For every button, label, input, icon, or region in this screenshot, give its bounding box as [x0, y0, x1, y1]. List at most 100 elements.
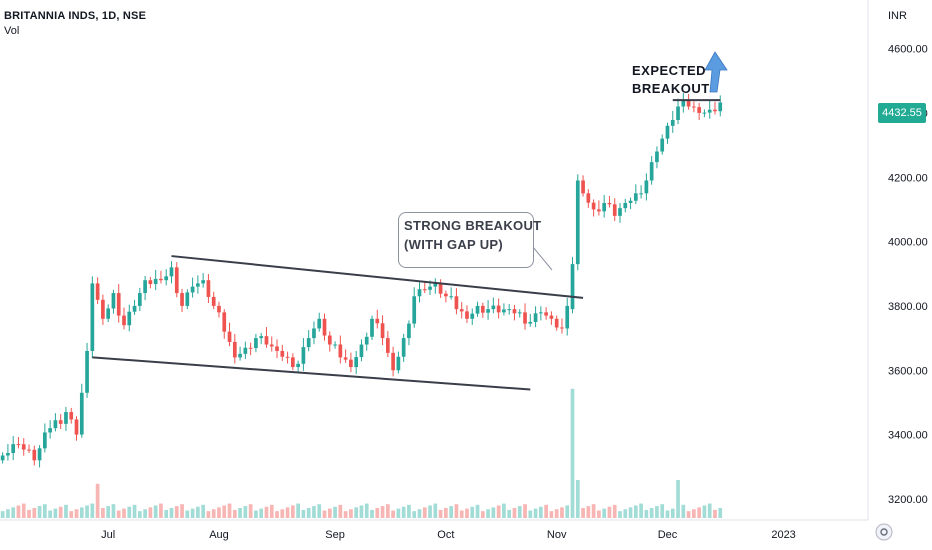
- volume-bar: [649, 507, 654, 518]
- candle-body: [364, 336, 369, 345]
- candle-body: [370, 318, 374, 337]
- candle-body: [201, 280, 205, 284]
- candle-body: [354, 357, 359, 368]
- candle-body: [565, 305, 570, 329]
- candle-body: [396, 356, 401, 371]
- currency-label: INR: [888, 10, 907, 22]
- volume-bar: [523, 504, 527, 518]
- volume-bar: [554, 509, 559, 518]
- candle-body: [148, 280, 153, 285]
- candle-body: [127, 311, 132, 326]
- candle-body: [264, 336, 269, 345]
- volume-bar: [21, 503, 26, 518]
- volume-bar: [633, 505, 638, 518]
- volume-bar: [396, 508, 401, 518]
- candle-body: [375, 318, 380, 324]
- volume-bar: [37, 506, 42, 518]
- candle-body: [269, 344, 274, 347]
- candle-body: [660, 138, 665, 152]
- volume-bar: [69, 511, 74, 518]
- time-tick-label: Sep: [325, 529, 345, 541]
- volume-bar: [533, 508, 538, 518]
- candle-body: [343, 357, 348, 360]
- volume-bar: [11, 507, 16, 518]
- volume-bar: [560, 507, 564, 518]
- volume-bar: [132, 504, 137, 518]
- trendline-upper[interactable]: [171, 255, 584, 299]
- price-tick-label: 3800.00: [888, 301, 928, 313]
- volume-bar: [338, 504, 343, 518]
- volume-bar: [306, 507, 311, 518]
- candle-body: [122, 315, 126, 326]
- time-tick-label: 2023: [771, 529, 795, 541]
- candle-body: [53, 420, 58, 429]
- time-tick-label: Aug: [209, 529, 229, 541]
- volume-bar: [211, 509, 216, 518]
- candle-body: [502, 309, 506, 313]
- volume-bar: [349, 509, 353, 518]
- volume-bar: [665, 510, 670, 518]
- volume-bar: [364, 503, 369, 518]
- volume-bar: [296, 503, 300, 518]
- volume-bar: [238, 507, 242, 518]
- candle-body: [64, 412, 68, 424]
- time-tick-label: Jul: [101, 529, 115, 541]
- price-tick-label: 4600.00: [888, 44, 928, 56]
- volume-bar: [180, 504, 184, 518]
- volume-bar: [159, 503, 163, 518]
- candle-body: [639, 193, 643, 195]
- candle-body: [581, 180, 585, 194]
- candle-body: [32, 449, 37, 461]
- volume-bar: [697, 507, 701, 518]
- volume-bar: [480, 511, 485, 518]
- price-tick-label: 4200.00: [888, 172, 928, 184]
- price-tick-label: 3600.00: [888, 365, 928, 377]
- volume-bar: [153, 505, 158, 518]
- volume-bar: [53, 508, 58, 518]
- candle-body: [612, 204, 617, 216]
- volume-bar: [301, 509, 306, 518]
- volume-bar: [644, 509, 649, 518]
- candle-body: [412, 296, 417, 324]
- volume-bar: [127, 506, 132, 518]
- chart-legend: BRITANNIA INDS, 1D, NSE Vol: [4, 9, 146, 39]
- candle-body: [665, 125, 670, 139]
- volume-bar: [607, 506, 612, 518]
- callout-box: [398, 212, 534, 268]
- volume-bar: [512, 507, 517, 518]
- candle-body: [676, 106, 680, 121]
- volume-bar: [713, 509, 717, 518]
- candle-body: [544, 312, 548, 316]
- candle-body: [296, 363, 300, 368]
- settings-icon[interactable]: [874, 522, 894, 542]
- volume-bar: [391, 510, 395, 518]
- volume-bar: [58, 506, 63, 518]
- symbol-title[interactable]: BRITANNIA INDS, 1D, NSE: [4, 10, 147, 22]
- trendline-lower[interactable]: [92, 356, 531, 391]
- volume-bar: [686, 511, 691, 518]
- candle-body: [528, 322, 533, 324]
- candle-body: [243, 347, 248, 354]
- volume-bar: [465, 508, 469, 518]
- candle-body: [449, 296, 453, 298]
- price-axis[interactable]: 3200.00 3400.00 3600.00 3800.00 4000.00 4200.…: [888, 44, 928, 506]
- volume-bar: [143, 509, 147, 518]
- volume-bar: [64, 504, 68, 518]
- volume-bar: [586, 506, 591, 518]
- volume-indicator-label[interactable]: Vol: [4, 25, 20, 37]
- time-axis[interactable]: Jul Aug Sep Oct Nov Dec 2023: [101, 529, 796, 541]
- volume-bar: [407, 504, 411, 518]
- volume-bar: [438, 509, 443, 518]
- candle-body: [90, 283, 95, 351]
- candle-body: [338, 344, 343, 358]
- volume-bar: [502, 503, 506, 518]
- volume-bar: [43, 504, 47, 518]
- volume-bar: [116, 510, 121, 518]
- breakout-arrow-icon: [704, 51, 728, 93]
- volume-bar: [259, 508, 264, 518]
- volume-bar: [655, 506, 659, 518]
- candle-body: [232, 341, 237, 358]
- candle-body: [301, 347, 306, 364]
- last-price-tag: 4432.55: [878, 103, 926, 123]
